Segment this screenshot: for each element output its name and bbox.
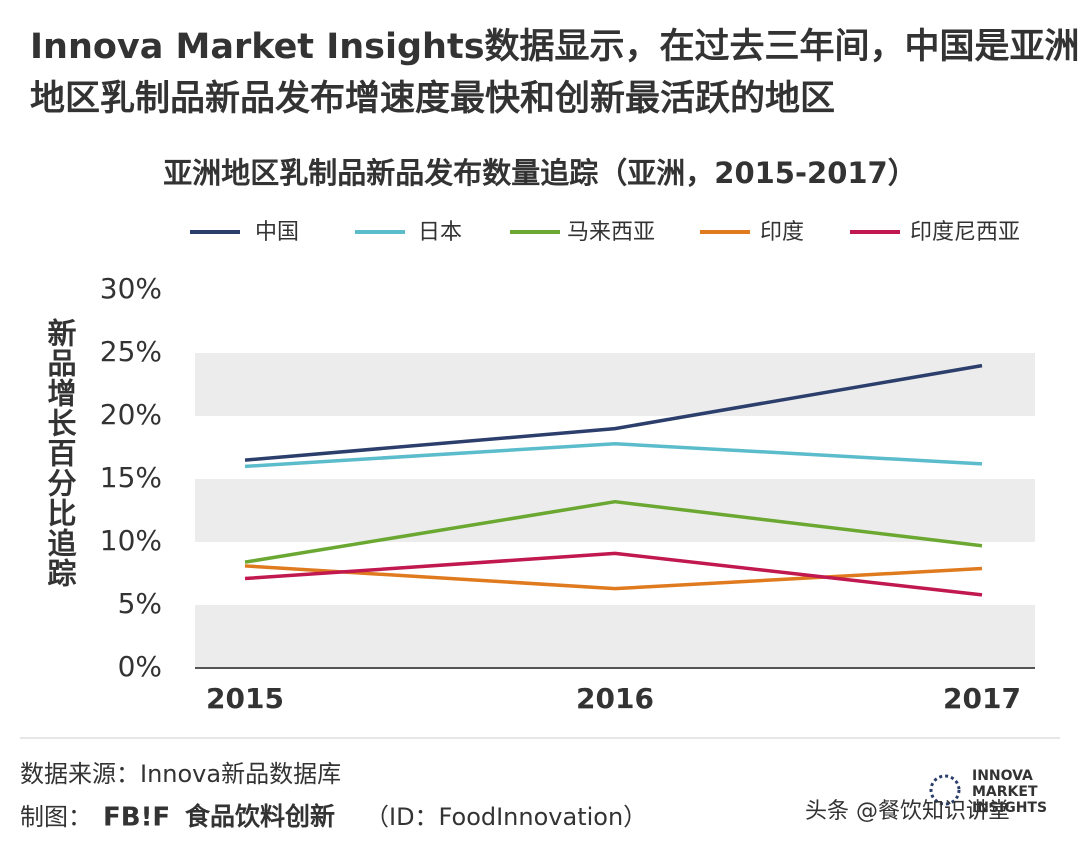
y-tick-label: 10%: [100, 524, 162, 557]
y-tick-label: 5%: [118, 587, 162, 620]
series-line: [244, 441, 983, 469]
brand-name: 食品饮料创新: [185, 802, 335, 831]
y-tick-label: 30%: [100, 272, 162, 305]
brand: FB!F: [103, 803, 170, 833]
y-tick-label: 15%: [100, 461, 162, 494]
series-line: [244, 564, 983, 591]
legend-label: 马来西亚: [567, 220, 655, 245]
x-tick-label: 2015: [206, 682, 284, 715]
legend-label: 中国: [255, 220, 299, 245]
y-tick-label: 0%: [118, 650, 162, 683]
x-tick-label: 2017: [943, 682, 1021, 715]
title-line: 地区乳制品新品发布增速度最快和创新最活跃的地区: [30, 79, 835, 119]
y-tick-label: 20%: [100, 398, 162, 431]
grid-band: [195, 479, 1035, 542]
logo-text: MARKET: [972, 784, 1038, 800]
logo-text: INSIGHTS: [972, 800, 1047, 816]
x-tick-label: 2016: [576, 682, 654, 715]
watermark: 头条 @餐饮知识讲堂: [805, 799, 1010, 824]
credit-prefix: 制图：: [20, 803, 92, 831]
series-line: [244, 499, 983, 564]
logo-text: INNOVA: [972, 768, 1033, 784]
series-line: [244, 551, 983, 597]
legend-label: 印度尼西亚: [910, 220, 1020, 245]
legend-label: 日本: [418, 220, 462, 245]
source: 数据来源：Innova新品数据库: [20, 760, 341, 788]
series-line: [244, 363, 983, 462]
legend-label: 印度: [760, 220, 804, 245]
y-axis-label: 新品增长百分比追踪: [43, 318, 77, 588]
title-line: Innova Market Insights数据显示，在过去三年间，中国是亚洲: [30, 27, 1080, 67]
chart-title: 亚洲地区乳制品新品发布数量追踪（亚洲，2015-2017）: [163, 156, 916, 190]
logo-mark: [929, 774, 961, 806]
grid-band: [195, 605, 1035, 668]
brand-id: （ID：FoodInnovation）: [365, 803, 647, 831]
y-tick-label: 25%: [100, 335, 162, 368]
grid-band: [195, 353, 1035, 416]
